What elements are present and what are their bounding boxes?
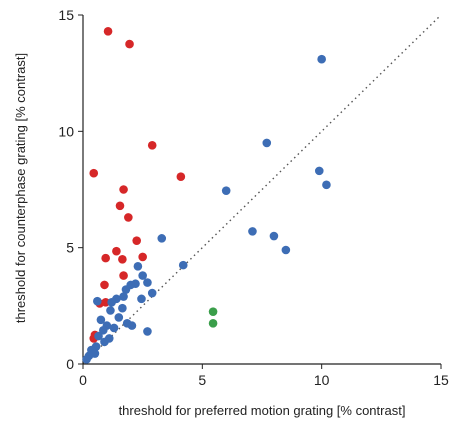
diagonal-reference-line — [82, 14, 442, 365]
data-point — [133, 261, 143, 271]
data-point — [115, 201, 125, 211]
data-point — [138, 252, 147, 262]
plot-area — [82, 14, 442, 365]
data-point — [143, 327, 152, 336]
data-point — [132, 236, 141, 245]
data-point — [208, 318, 218, 328]
tick-labels: 0 5 10 15 0 5 10 15 — [58, 7, 449, 388]
x-tick-label: 5 — [198, 372, 206, 388]
data-point — [100, 337, 109, 347]
axes — [78, 14, 442, 369]
x-axis-label: threshold for preferred motion grating [… — [119, 403, 406, 418]
data-point — [94, 331, 103, 341]
data-point — [269, 231, 279, 241]
data-point — [262, 138, 272, 148]
data-point — [98, 325, 108, 335]
data-point — [118, 254, 127, 264]
data-point — [143, 278, 152, 287]
data-point — [178, 260, 188, 270]
data-point — [314, 166, 324, 176]
y-tick-label: 10 — [58, 123, 74, 139]
data-point — [112, 246, 121, 256]
data-point — [138, 271, 147, 280]
data-point — [96, 315, 106, 325]
data-point — [103, 26, 113, 36]
data-point — [137, 294, 146, 304]
data-point — [221, 186, 231, 195]
y-tick-label: 15 — [58, 7, 74, 23]
data-point — [107, 298, 116, 307]
data-point — [176, 172, 186, 182]
x-tick-label: 10 — [314, 372, 330, 388]
data-point — [147, 140, 157, 150]
data-point — [121, 285, 131, 294]
data-point — [147, 288, 157, 298]
data-point — [157, 234, 167, 243]
x-tick-label: 15 — [433, 372, 449, 388]
data-point — [119, 292, 128, 301]
data-point — [124, 213, 133, 222]
data-point — [93, 296, 102, 306]
data-point — [89, 168, 99, 178]
data-point — [100, 280, 109, 290]
data-point — [101, 298, 110, 307]
data-point — [281, 245, 291, 255]
data-point — [208, 307, 218, 316]
data-point — [118, 303, 127, 313]
data-point — [109, 323, 119, 333]
data-point — [101, 253, 110, 263]
data-point — [82, 355, 91, 364]
data-point — [125, 39, 134, 49]
y-tick-label: 0 — [66, 356, 74, 372]
data-point — [248, 227, 257, 236]
data-point — [119, 185, 128, 194]
y-tick-label: 5 — [66, 240, 74, 256]
x-tick-label: 0 — [79, 372, 87, 388]
data-point — [106, 306, 115, 315]
data-point — [119, 271, 128, 280]
data-point — [322, 180, 331, 190]
data-points — [82, 26, 331, 364]
data-point — [127, 321, 137, 330]
data-point — [114, 313, 124, 322]
y-axis-label: threshold for counterphase grating [% co… — [13, 53, 28, 323]
data-point — [317, 54, 326, 64]
